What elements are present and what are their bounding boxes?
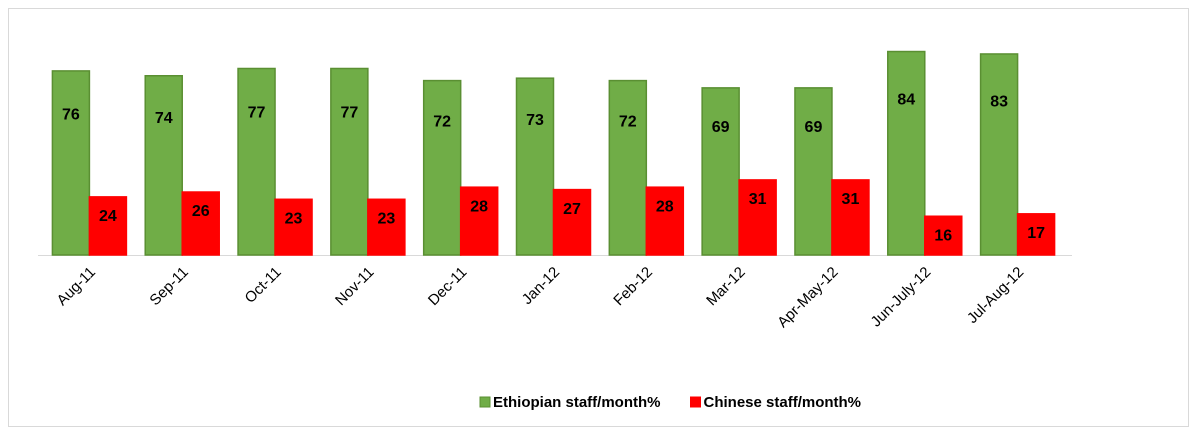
bar <box>515 77 555 256</box>
data-label: 23 <box>285 211 303 228</box>
data-label: 69 <box>712 119 730 136</box>
data-label: 77 <box>340 104 358 121</box>
data-label: 69 <box>805 119 823 136</box>
bar <box>794 87 833 256</box>
bar <box>701 87 740 256</box>
data-label: 73 <box>526 112 544 129</box>
bar <box>1016 213 1056 256</box>
data-label: 16 <box>934 227 952 244</box>
data-label: 28 <box>656 198 674 215</box>
data-label: 23 <box>377 211 395 228</box>
bar <box>552 188 592 256</box>
data-label: 17 <box>1027 225 1045 242</box>
legend-swatch <box>690 396 701 408</box>
bar <box>88 196 128 256</box>
bar <box>367 198 406 256</box>
bar <box>51 70 91 256</box>
bar <box>330 67 369 256</box>
bar <box>924 215 963 256</box>
bar <box>422 79 462 256</box>
bar <box>237 67 276 256</box>
data-label: 72 <box>619 114 637 131</box>
data-label: 77 <box>248 104 266 121</box>
data-label: 74 <box>155 110 173 127</box>
bar <box>738 179 777 256</box>
bar <box>181 191 220 256</box>
bar <box>274 198 313 256</box>
data-label: 31 <box>749 191 767 208</box>
data-label: 72 <box>433 114 451 131</box>
data-label: 27 <box>563 201 581 218</box>
legend-swatch <box>479 396 491 408</box>
data-label: 31 <box>842 191 860 208</box>
data-label: 28 <box>470 198 488 215</box>
legend-label: Chinese staff/month% <box>704 394 862 411</box>
data-label: 24 <box>99 208 117 225</box>
bar <box>459 186 499 256</box>
legend-label: Ethiopian staff/month% <box>493 394 661 411</box>
data-label: 83 <box>990 93 1008 110</box>
bar <box>144 75 183 256</box>
bar <box>831 179 870 256</box>
bar <box>608 79 648 256</box>
bar <box>887 50 926 256</box>
data-label: 84 <box>897 92 915 109</box>
bar <box>979 53 1019 256</box>
bar <box>645 186 685 256</box>
data-label: 76 <box>62 106 80 123</box>
data-label: 26 <box>192 203 210 220</box>
